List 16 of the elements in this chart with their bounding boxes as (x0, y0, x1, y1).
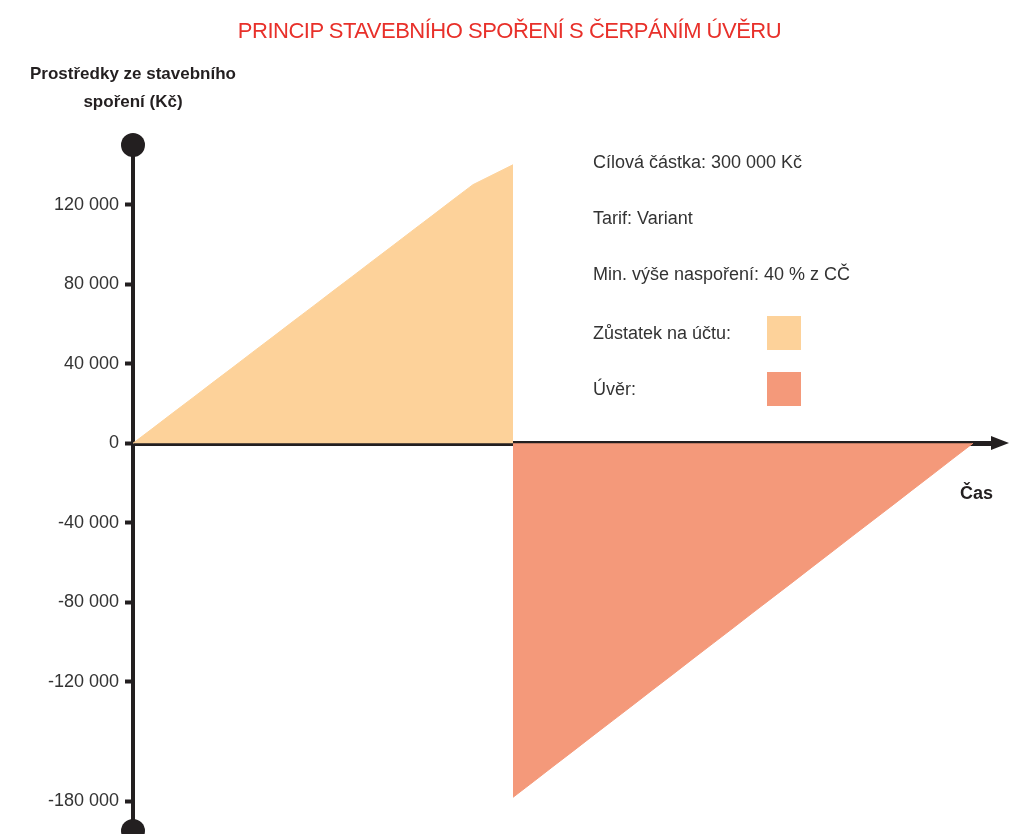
y-tick-label: 120 000 (53, 193, 119, 214)
y-tick-label: 0 (108, 432, 119, 453)
y-tick-label: -120 000 (47, 670, 119, 691)
annotation: Tarif: Variant (593, 207, 694, 230)
annotation: Min. výše naspoření: 40 % z CČ (593, 262, 851, 286)
text: Úvěr: (593, 377, 637, 401)
y-tick-label: -180 000 (47, 790, 119, 811)
y-tick-label: -80 000 (57, 591, 119, 612)
y-tick-label: 80 000 (63, 273, 119, 294)
y-tick-label: -40 000 (57, 511, 119, 532)
x-axis-title: Čas (959, 482, 993, 504)
y-axis-title: Prostředky ze stavebního spoření (Kč) (29, 63, 237, 113)
annotation: Cílová částka: 300 000 Kč (593, 151, 804, 174)
legend-label: Zůstatek na účtu: (593, 322, 732, 345)
chart-title: PRINCIP STAVEBNÍHO SPOŘENÍ S ČERPÁNÍM ÚVĚRU (236, 18, 783, 44)
y-tick-label: 40 000 (63, 352, 119, 373)
